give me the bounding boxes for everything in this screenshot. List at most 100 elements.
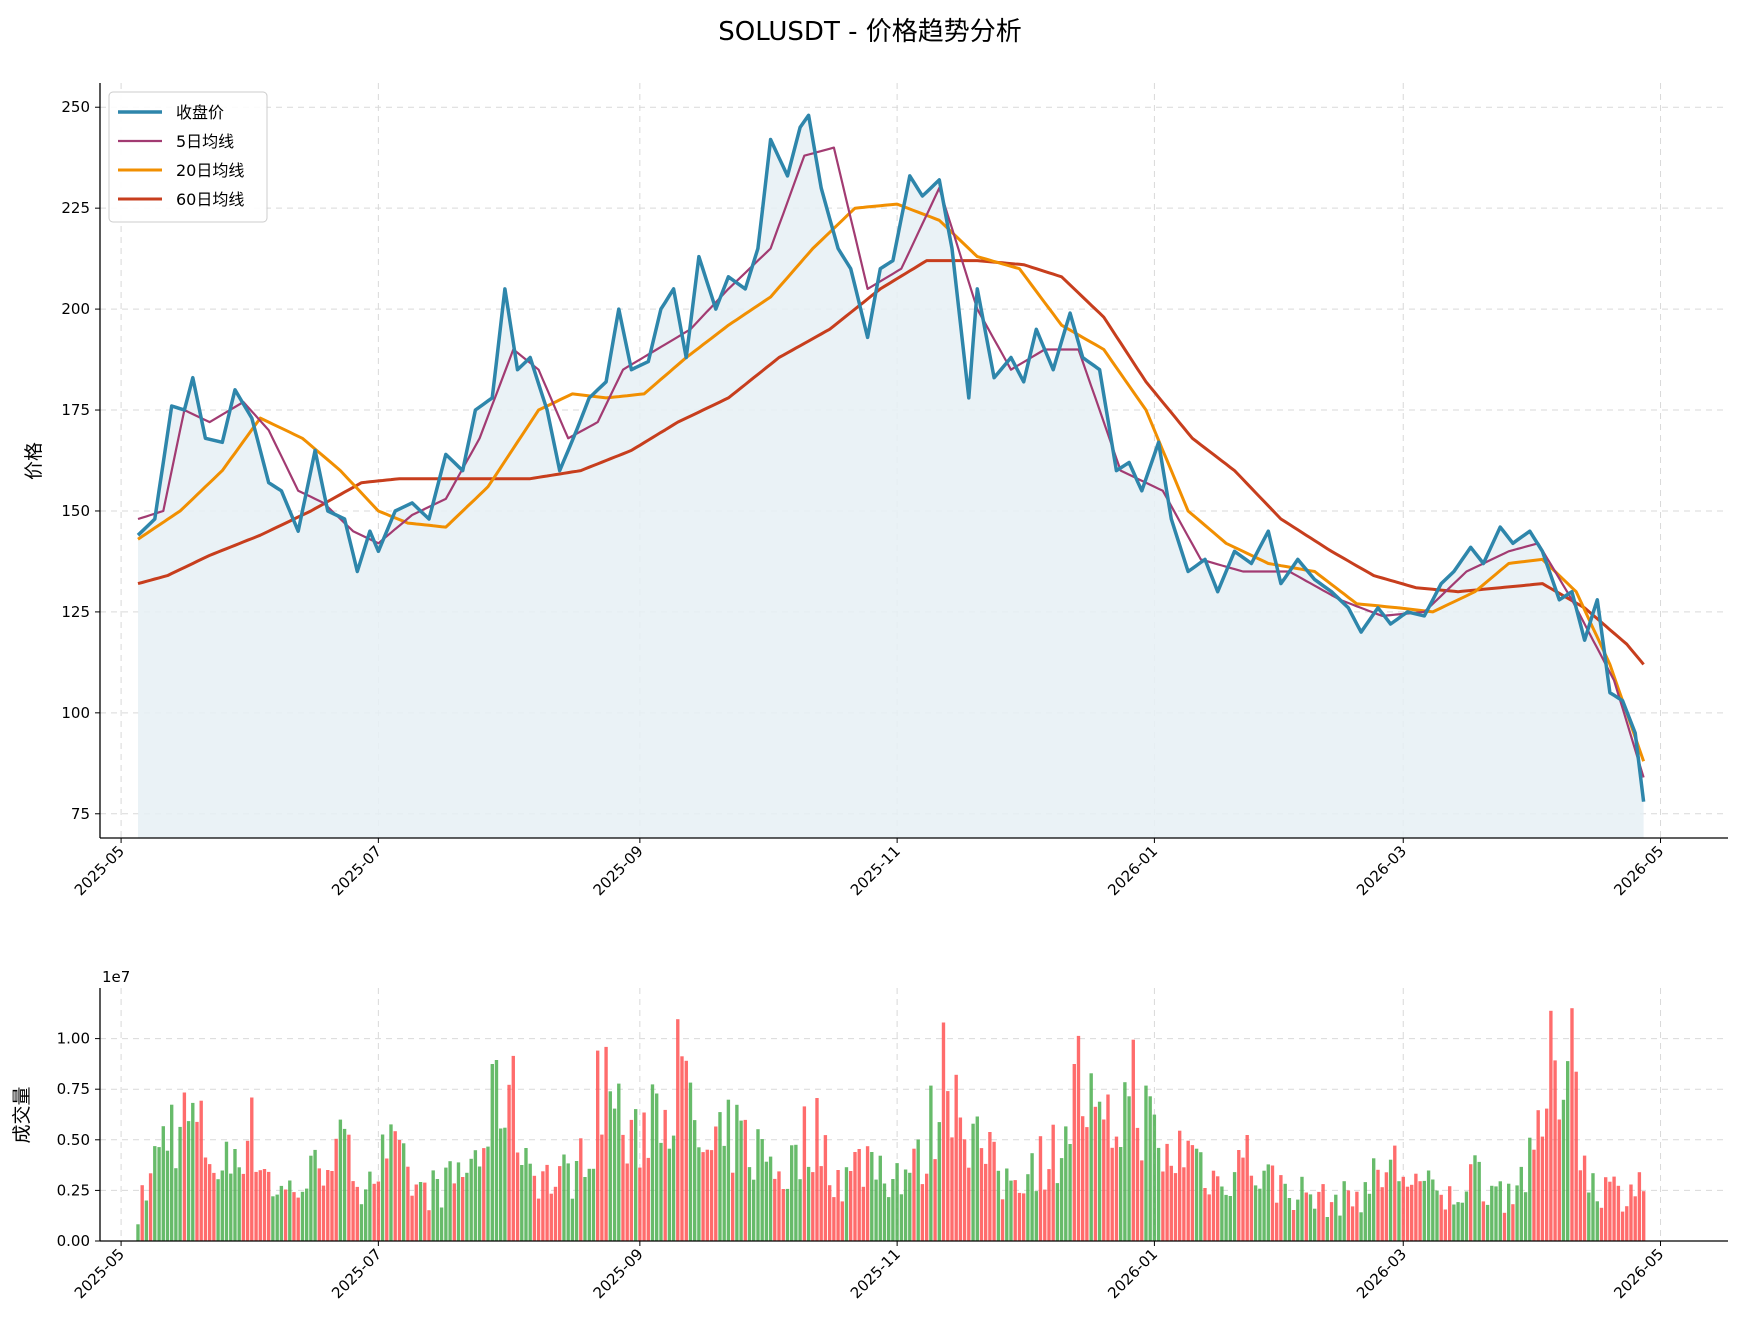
volume-bar bbox=[1426, 1170, 1431, 1241]
volume-bar bbox=[1005, 1168, 1009, 1241]
volume-bar bbox=[435, 1179, 440, 1241]
volume-bar bbox=[1443, 1209, 1448, 1241]
volume-bar bbox=[1393, 1145, 1397, 1241]
volume-bar bbox=[823, 1135, 828, 1241]
volume-bar bbox=[389, 1124, 393, 1241]
volume-bar bbox=[376, 1181, 381, 1241]
volume-bar bbox=[1199, 1152, 1203, 1241]
volume-bar bbox=[536, 1198, 541, 1241]
price-x-tick-label: 2025-07 bbox=[328, 842, 385, 899]
volume-bar bbox=[1557, 1119, 1561, 1241]
volume-bar bbox=[840, 1201, 844, 1241]
volume-bar bbox=[1545, 1108, 1549, 1241]
volume-bar bbox=[1372, 1158, 1376, 1241]
price-x-tick-label: 2026-03 bbox=[1353, 842, 1410, 899]
volume-bar bbox=[402, 1143, 406, 1241]
volume-bar bbox=[499, 1128, 503, 1241]
volume-bar bbox=[912, 1148, 916, 1241]
volume-bar bbox=[566, 1163, 570, 1241]
volume-bar bbox=[1414, 1173, 1418, 1241]
volume-bar bbox=[967, 1167, 971, 1241]
volume-bar bbox=[760, 1139, 764, 1241]
volume-bar bbox=[144, 1200, 149, 1241]
volume-bar bbox=[1511, 1204, 1515, 1241]
volume-bar bbox=[541, 1171, 545, 1241]
volume-bar bbox=[359, 1204, 364, 1241]
volume-bar bbox=[929, 1085, 933, 1241]
volume-bar bbox=[1452, 1204, 1456, 1241]
volume-bar bbox=[351, 1181, 355, 1241]
volume-bar bbox=[941, 1022, 946, 1241]
volume-bar bbox=[920, 1184, 925, 1241]
volume-bar bbox=[237, 1167, 241, 1241]
volume-x-tick-label: 2025-09 bbox=[590, 1245, 647, 1302]
volume-bar bbox=[414, 1184, 418, 1241]
volume-bar bbox=[908, 1172, 912, 1241]
volume-bar bbox=[709, 1150, 714, 1241]
volume-bar bbox=[646, 1157, 650, 1241]
volume-bar bbox=[423, 1182, 427, 1241]
volume-bar bbox=[1490, 1185, 1494, 1241]
volume-bar bbox=[916, 1139, 920, 1241]
volume-bar bbox=[1026, 1174, 1030, 1241]
volume-bar bbox=[638, 1167, 642, 1241]
volume-bar bbox=[1642, 1191, 1646, 1241]
volume-bar bbox=[1608, 1181, 1612, 1241]
ma5-line bbox=[137, 146, 1645, 778]
volume-bar bbox=[1127, 1096, 1131, 1241]
volume-bar bbox=[1321, 1184, 1325, 1241]
volume-bar bbox=[1536, 1110, 1540, 1241]
price-x-ticks: 2025-05 2025-07 2025-09 2025-11 2026-01 2026-… bbox=[71, 838, 1667, 899]
volume-bar bbox=[1169, 1165, 1173, 1241]
volume-bar bbox=[191, 1102, 195, 1241]
volume-bar bbox=[773, 1178, 777, 1241]
volume-bar bbox=[1085, 1127, 1089, 1241]
volume-bar bbox=[621, 1134, 625, 1241]
volume-bar bbox=[1359, 1212, 1363, 1241]
volume-bar bbox=[524, 1148, 528, 1241]
volume-bar bbox=[676, 1019, 680, 1241]
volume-bar bbox=[1156, 1147, 1161, 1241]
volume-bar bbox=[1051, 1124, 1055, 1241]
volume-bar bbox=[1367, 1193, 1372, 1241]
volume-bar bbox=[473, 1150, 478, 1241]
volume-bar bbox=[1325, 1217, 1329, 1241]
volume-bar bbox=[794, 1144, 798, 1241]
volume-bar bbox=[946, 1091, 950, 1241]
volume-bar bbox=[313, 1149, 317, 1241]
volume-bar bbox=[1507, 1183, 1511, 1241]
volume-bar bbox=[903, 1169, 908, 1241]
price-y-tick-label: 125 bbox=[61, 603, 90, 621]
volume-x-tick-label: 2026-01 bbox=[1104, 1245, 1161, 1302]
volume-bar bbox=[1178, 1130, 1182, 1241]
volume-bar bbox=[309, 1155, 313, 1241]
volume-bar bbox=[532, 1175, 537, 1241]
volume-x-tick-label: 2025-07 bbox=[328, 1245, 385, 1302]
volume-bar bbox=[444, 1167, 448, 1241]
volume-bar bbox=[612, 1108, 617, 1241]
volume-bar bbox=[520, 1165, 524, 1241]
volume-bar bbox=[1401, 1176, 1405, 1241]
volume-bar bbox=[486, 1146, 490, 1241]
volume-bar bbox=[233, 1149, 237, 1241]
volume-bar bbox=[655, 1093, 659, 1241]
volume-bar bbox=[1009, 1180, 1013, 1241]
volume-bar bbox=[212, 1172, 216, 1241]
volume-bar bbox=[680, 1056, 684, 1241]
volume-bar bbox=[1241, 1157, 1245, 1241]
volume-bar bbox=[764, 1161, 769, 1241]
price-y-tick-label: 100 bbox=[61, 704, 90, 722]
volume-bar bbox=[722, 1145, 726, 1241]
legend-label: 20日均线 bbox=[176, 161, 244, 180]
volume-bar bbox=[321, 1185, 326, 1241]
volume-bar bbox=[1502, 1212, 1507, 1241]
volume-bar bbox=[1448, 1186, 1452, 1241]
volume-bar bbox=[229, 1173, 233, 1241]
volume-bar bbox=[1460, 1202, 1464, 1241]
volume-bar bbox=[958, 1117, 963, 1241]
price-x-tick-label: 2026-05 bbox=[1610, 842, 1667, 899]
volume-bar bbox=[1081, 1116, 1085, 1241]
volume-bar bbox=[220, 1170, 224, 1241]
volume-y-tick-label: 0.50 bbox=[57, 1131, 90, 1149]
